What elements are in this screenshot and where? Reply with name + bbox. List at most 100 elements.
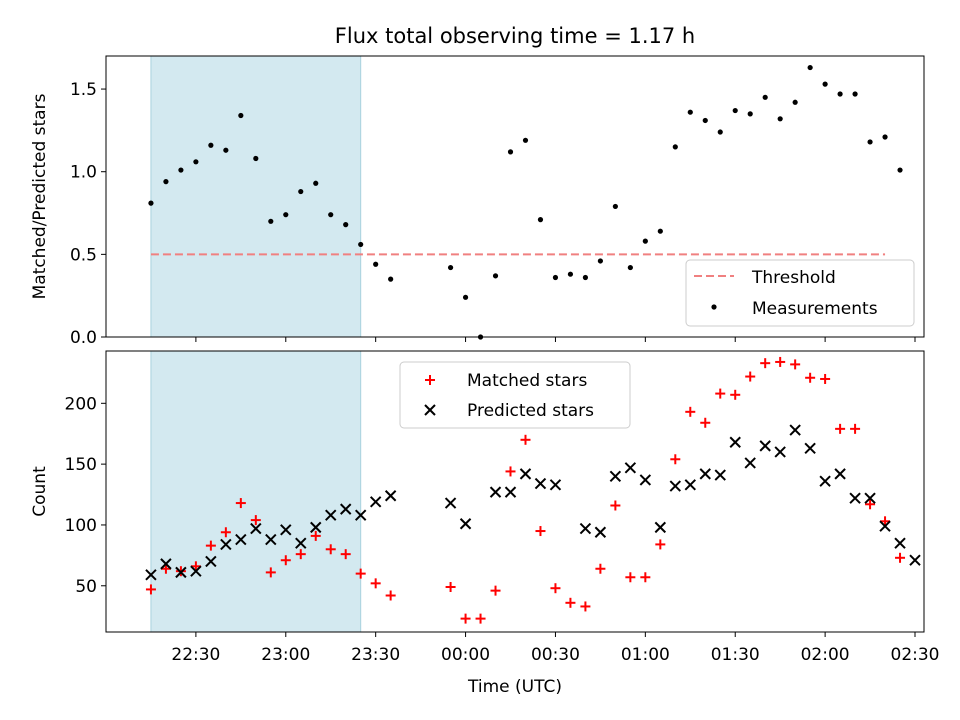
top-axes-frame [105,55,925,338]
predicted-star-point [295,537,307,549]
predicted-star-point [310,521,322,534]
measurement-point [882,134,888,140]
predicted-star-point [250,522,262,535]
measurement-point [328,212,334,218]
predicted-star-point [624,462,637,474]
matched-star-point [670,454,681,465]
x-tick-label: 23:00 [261,645,310,665]
measurement-point [492,273,499,279]
bottom-y-tick-label: 100 [65,516,97,536]
x-tick-label: 00:00 [441,645,490,665]
predicted-star-point [534,477,547,490]
measurement-point [163,179,169,185]
predicted-star-point [579,522,592,535]
bottom-y-tick-label: 150 [65,455,97,475]
matched-star-point [580,601,591,612]
measurement-point [283,212,289,218]
matched-star-point [760,358,771,369]
matched-star-point [460,613,471,624]
predicted-star-point [879,520,891,532]
measurement-point [447,264,454,271]
measurement-point [687,109,693,115]
legend-matched-label: Matched stars [467,371,587,391]
measurement-point [747,111,753,117]
bottom-legend-box [399,361,631,429]
legend-measurements-label: Measurements [752,299,878,319]
predicted-star-point [549,479,562,491]
matched-star-point [820,373,831,384]
legend-threshold-label: Threshold [751,268,836,288]
matched-star-point [475,613,486,624]
observing-window-span-1 [150,55,362,338]
matched-star-point [700,417,711,428]
matched-star-point [775,356,786,367]
matched-star-point [535,526,546,537]
bottom-axes-frame [105,350,925,633]
x-tick-label: 02:30 [891,645,940,665]
predicted-star-point [834,468,846,480]
matched-star-point [220,527,231,538]
predicted-star-point [205,555,217,568]
measurement-point [537,217,544,223]
measurement-point [462,294,469,300]
matched-star-point [385,590,396,601]
predicted-star-point [489,486,502,498]
measurement-point [522,137,529,143]
predicted-star-point [744,457,756,469]
matched-star-point [445,581,456,592]
measurement-point [178,167,184,173]
predicted-star-point [684,479,696,491]
measurement-point [702,117,708,124]
predicted-star-point [909,554,921,566]
predicted-star-point [354,509,367,521]
bottom-y-tick-label: 50 [75,577,97,597]
matched-star-point [595,563,606,574]
matched-star-point [895,552,906,563]
predicted-star-point [729,436,741,448]
measurement-point [343,222,349,228]
measurement-point [732,107,738,114]
measurement-point [507,149,514,155]
predicted-star-point [369,496,382,508]
predicted-star-point [280,524,292,536]
x-tick-label: 00:30 [531,645,580,665]
x-tick-label: 23:30 [351,645,400,665]
legend-measurements-swatch [711,304,717,310]
matched-star-point [730,389,741,400]
predicted-star-point [849,492,861,504]
measurement-point [867,139,873,145]
matched-star-point [295,549,306,560]
matched-star-point [505,466,516,477]
matched-star-point [310,530,321,541]
predicted-star-point [714,469,726,481]
x-axis-label: Time (UTC) [467,677,562,697]
predicted-star-point [175,566,187,579]
matched-star-point [280,555,291,566]
predicted-star-point [384,490,397,502]
measurement-point [672,144,678,150]
matched-star-point [370,578,381,589]
measurement-point [657,228,663,234]
top-y-axis-label: Matched/Predicted stars [30,93,50,299]
matched-star-point [745,371,756,382]
predicted-star-point [774,446,786,458]
measurement-point [552,274,559,281]
measurement-point [642,238,648,244]
predicted-star-point [789,424,801,436]
measurement-point [582,274,589,281]
matched-star-point [850,423,861,434]
predicted-star-point [819,475,831,487]
predicted-star-point [190,565,202,577]
predicted-star-point [609,470,622,483]
predicted-star-point [594,526,607,538]
bottom-y-axis-label: Count [30,466,50,517]
matched-star-point [865,499,876,510]
predicted-star-point [235,533,247,546]
predicted-star-point [639,474,652,486]
predicted-star-point [145,569,157,581]
predicted-star-point [759,440,771,452]
x-tick-label: 22:30 [171,645,220,665]
matched-star-point [655,539,666,550]
measurement-point [837,91,843,97]
